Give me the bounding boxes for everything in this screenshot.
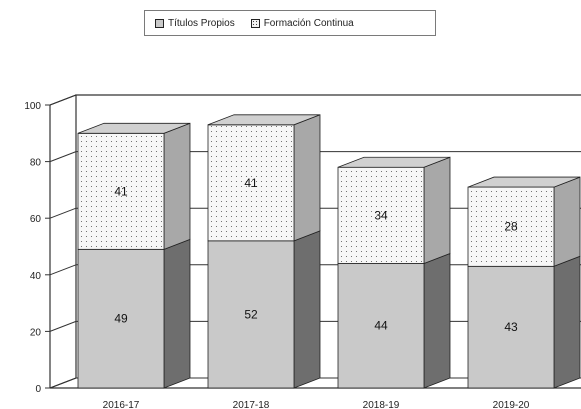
bar-side-formacion-continua-2016-17 [163, 122, 191, 250]
legend-item-formacion-continua: Formación Continua [250, 17, 354, 29]
data-label-titulos-propios-2018-19: 44 [374, 319, 388, 333]
data-label-formacion-continua-2016-17: 41 [114, 184, 128, 198]
legend-swatch-formacion-continua [250, 18, 260, 28]
y-tick-label-20: 20 [30, 327, 42, 338]
y-tick-label-80: 80 [30, 158, 42, 169]
y-tick-label-100: 100 [24, 101, 41, 112]
bar-side-titulos-propios-2016-17 [163, 238, 191, 389]
depth-tick-20 [49, 320, 77, 332]
data-label-titulos-propios-2016-17: 49 [114, 312, 128, 326]
legend-swatch-titulos-propios [155, 18, 164, 28]
depth-tick-0 [49, 377, 77, 389]
legend-item-titulos-propios: Títulos Propios [155, 18, 235, 29]
bar-formacion-continua-2019-20 [467, 186, 555, 267]
data-label-formacion-continua-2018-19: 34 [374, 208, 388, 222]
bars [77, 114, 581, 389]
legend-label-formacion-continua: Formación Continua [263, 17, 354, 29]
data-label-titulos-propios-2017-18: 52 [244, 307, 258, 321]
y-tick-label-60: 60 [30, 214, 42, 225]
y-tick-label-40: 40 [30, 271, 42, 282]
bar-titulos-propios-2019-20 [467, 265, 555, 389]
legend: Títulos Propios Formación Continua [144, 10, 436, 36]
x-tick-label-2019-20: 2019-20 [493, 400, 530, 409]
depth-tick-80 [49, 151, 77, 163]
data-label-formacion-continua-2019-20: 28 [504, 220, 518, 234]
bar-side-titulos-propios-2018-19 [423, 252, 451, 389]
depth-tick-60 [49, 207, 77, 219]
legend-label-titulos-propios: Títulos Propios [168, 17, 235, 29]
bar-formacion-continua-2017-18 [207, 124, 295, 242]
bar-side-titulos-propios-2017-18 [293, 230, 321, 389]
bar-side-formacion-continua-2019-20 [553, 176, 581, 267]
bar-top-2017-18 [207, 114, 321, 126]
data-label-titulos-propios-2019-20: 43 [504, 320, 518, 334]
bar-titulos-propios-2016-17 [77, 248, 165, 389]
x-tick-label-2017-18: 2017-18 [233, 400, 270, 409]
depth-tick-40 [49, 264, 77, 276]
x-tick-label-2018-19: 2018-19 [363, 400, 400, 409]
bar-top-2018-19 [337, 156, 451, 168]
bar-top-2016-17 [77, 122, 191, 134]
bar-formacion-continua-2018-19 [337, 166, 425, 264]
depth-tick-100 [49, 94, 77, 106]
data-labels: 49 41 52 41 44 34 43 28 [114, 176, 518, 334]
bar-top-2019-20 [467, 176, 581, 188]
bar-side-formacion-continua-2017-18 [293, 114, 321, 242]
tick-labels: 0 20 40 60 80 100 2016-17 2017-18 2018-19 2019-20 [24, 101, 529, 409]
bar-side-formacion-continua-2018-19 [423, 156, 451, 265]
bar-side-titulos-propios-2019-20 [553, 255, 581, 389]
y-tick-label-0: 0 [35, 384, 41, 395]
data-label-formacion-continua-2017-18: 41 [244, 176, 258, 190]
x-tick-label-2016-17: 2016-17 [103, 400, 140, 409]
